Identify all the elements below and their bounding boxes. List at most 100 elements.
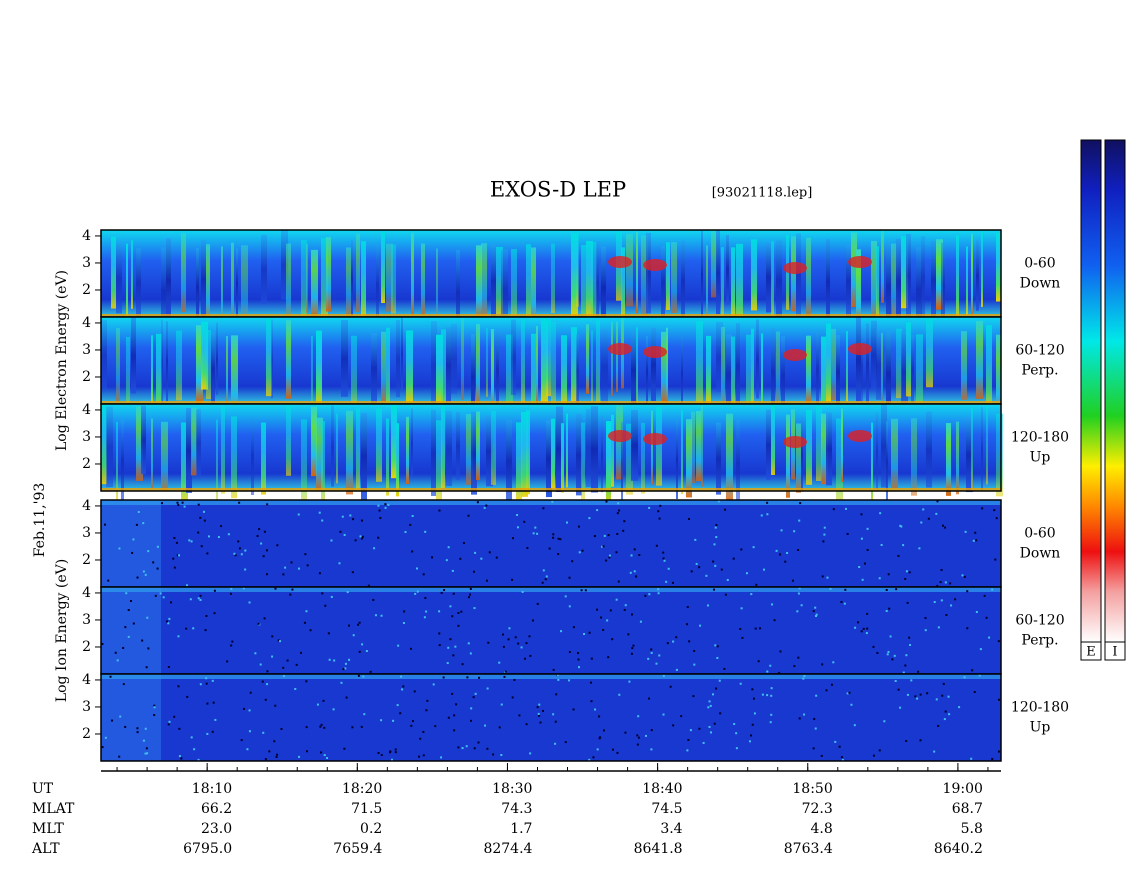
orbit-name: MLAT	[32, 801, 75, 817]
spectrogram-texture	[546, 420, 552, 498]
spectrogram-texture	[127, 609, 130, 612]
spectrogram-texture	[338, 562, 341, 565]
spectrogram-texture	[196, 409, 201, 477]
spectrogram-texture	[298, 755, 301, 758]
spectrogram-texture	[275, 755, 278, 758]
spectrogram-texture	[491, 244, 496, 319]
spectrogram-texture	[508, 627, 511, 630]
spectrogram-texture	[902, 544, 905, 547]
spectrogram-hotspot	[608, 343, 632, 355]
orbit-value: 0.2	[360, 821, 382, 837]
spectrogram-texture	[409, 647, 412, 650]
spectrogram-texture	[274, 704, 277, 707]
spectrogram-texture	[611, 414, 614, 487]
spectrogram-texture	[655, 662, 658, 665]
spectrogram-texture	[469, 652, 472, 655]
spectrogram-texture	[531, 619, 534, 622]
spectrogram-texture	[495, 556, 498, 559]
spectrogram-texture	[705, 574, 708, 577]
spectrogram-texture	[551, 243, 555, 314]
spectrogram-texture	[720, 568, 723, 571]
spectrogram-texture	[628, 680, 631, 683]
spectrogram-texture	[449, 605, 452, 608]
spectrogram-texture	[866, 548, 869, 551]
panel-direction: Down	[1020, 546, 1061, 562]
spectrogram-texture	[197, 758, 200, 761]
spectrogram-texture	[901, 236, 908, 309]
spectrogram-panel	[101, 404, 1003, 507]
spectrogram-texture	[340, 681, 343, 684]
spectrogram-texture	[871, 422, 873, 506]
spectrogram-texture	[905, 740, 908, 743]
panel-bg	[101, 587, 1001, 674]
spectrogram-texture	[798, 717, 801, 720]
orbit-value: 68.7	[952, 801, 983, 817]
spectrogram-texture	[838, 745, 841, 748]
spectrogram-texture	[101, 488, 1001, 491]
spectrogram-texture	[516, 526, 519, 529]
spectrogram-texture	[988, 636, 991, 639]
spectrogram-texture	[101, 314, 1001, 317]
spectrogram-texture	[881, 404, 887, 488]
spectrogram-texture	[297, 567, 300, 570]
spectrogram-texture	[716, 645, 719, 648]
spectrogram-texture	[451, 569, 454, 572]
spectrogram-texture	[461, 663, 464, 666]
spectrogram-texture	[271, 319, 273, 399]
spectrogram-texture	[893, 654, 896, 657]
spectrogram-texture	[963, 676, 966, 679]
spectrogram-texture	[648, 506, 651, 509]
spectrogram-texture	[631, 410, 638, 481]
spectrogram-texture	[756, 319, 759, 399]
spectrogram-texture	[572, 626, 575, 629]
spectrogram-texture	[343, 747, 346, 750]
spectrogram-texture	[537, 712, 540, 715]
spectrogram-texture	[367, 584, 370, 587]
spectrogram-texture	[770, 713, 773, 716]
spectrogram-texture	[503, 675, 506, 678]
spectrogram-texture	[154, 594, 157, 597]
spectrogram-texture	[526, 244, 531, 321]
spectrogram-texture	[646, 232, 651, 314]
spectrogram-texture	[177, 503, 180, 506]
spectrogram-texture	[897, 554, 900, 557]
spectrogram-texture	[101, 500, 1001, 505]
spectrogram-texture	[566, 413, 568, 488]
spectrogram-texture	[358, 621, 361, 624]
panel-angle: 60-120	[1015, 343, 1064, 359]
y-tick-label: 4	[82, 228, 91, 244]
spectrogram-texture	[144, 752, 147, 755]
y-tick-label: 2	[82, 639, 91, 655]
spectrogram-texture	[438, 509, 441, 512]
spectrogram-texture	[803, 674, 806, 677]
spectrogram-texture	[736, 243, 743, 326]
spectrogram-texture	[607, 656, 610, 659]
spectrogram-texture	[826, 239, 830, 325]
spectrogram-texture	[944, 526, 947, 529]
spectrogram-texture	[147, 647, 150, 650]
spectrogram-texture	[440, 756, 443, 759]
spectrogram-texture	[702, 741, 705, 744]
spectrogram-texture	[896, 238, 901, 326]
spectrogram-texture	[865, 632, 868, 635]
spectrogram-texture	[601, 328, 608, 404]
spectrogram-texture	[862, 627, 865, 630]
spectrogram-texture	[698, 727, 701, 730]
spectrogram-texture	[609, 609, 612, 612]
spectrogram-texture	[144, 727, 147, 730]
orbit-value: 6795.0	[183, 841, 232, 857]
spectrogram-texture	[136, 576, 139, 579]
spectrogram-texture	[516, 422, 522, 500]
spectrogram-texture	[694, 538, 697, 541]
spectrogram-texture	[156, 333, 162, 416]
spectrogram-texture	[542, 569, 545, 572]
spectrogram-texture	[676, 418, 678, 499]
spectrogram-texture	[274, 587, 277, 590]
spectrogram-texture	[596, 608, 599, 611]
spectrogram-texture	[605, 559, 608, 562]
spectrogram-texture	[941, 242, 945, 329]
spectrogram-texture	[739, 682, 742, 685]
spectrogram-texture	[356, 408, 360, 491]
spectrogram-texture	[386, 243, 393, 312]
spectrogram-texture	[876, 651, 879, 654]
